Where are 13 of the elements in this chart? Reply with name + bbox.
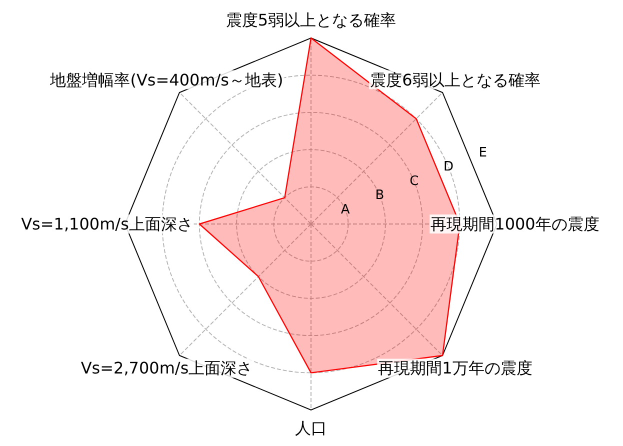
y-tick-label: C xyxy=(410,174,419,189)
y-tick-label: B xyxy=(375,188,384,204)
spoke-label: 人口 xyxy=(295,418,327,438)
y-tick-label: A xyxy=(340,202,350,218)
y-tick-label: E xyxy=(478,145,487,160)
spoke-label: 震度5弱以上となる確率 xyxy=(226,10,396,30)
spoke-label: 地盤増幅率(Vs=400m/s～地表) xyxy=(49,70,284,90)
spoke-label: 震度6弱以上となる確率 xyxy=(370,70,540,90)
spoke-label: 再現期間1000年の震度 xyxy=(430,214,600,234)
spoke-label: Vs=2,700m/s上面深さ xyxy=(80,358,253,378)
spoke-label: Vs=1,100m/s上面深さ xyxy=(21,214,193,234)
spoke-label: 再現期間1万年の震度 xyxy=(378,358,532,378)
y-tick-label: D xyxy=(443,160,454,175)
